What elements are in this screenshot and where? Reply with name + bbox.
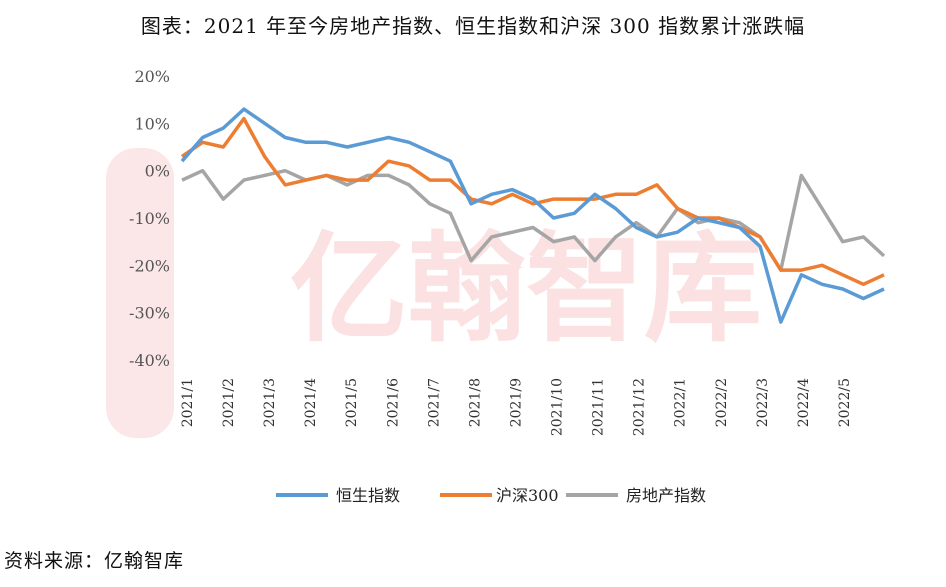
x-tick-label: 2022/3 (755, 378, 771, 427)
y-tick-label: -40% (129, 351, 170, 370)
legend-label-0: 恒生指数 (336, 486, 400, 505)
x-tick-label: 2021/4 (303, 378, 319, 427)
x-tick-label: 2022/1 (673, 378, 689, 427)
x-tick-label: 2021/9 (508, 378, 524, 427)
x-tick-label: 2021/8 (467, 378, 483, 427)
x-tick-label: 2021/1 (180, 378, 196, 427)
y-tick-label: 20% (134, 67, 170, 86)
x-tick-label: 2021/3 (262, 378, 278, 427)
y-tick-label: -20% (129, 256, 170, 275)
x-tick-label: 2022/4 (796, 378, 812, 427)
x-tick-label: 2021/12 (632, 378, 648, 436)
legend-label-2: 房地产指数 (626, 486, 706, 505)
y-tick-label: -10% (129, 209, 170, 228)
x-tick-label: 2021/2 (221, 378, 237, 427)
watermark-text: 亿翰智库 (290, 220, 762, 358)
x-tick-label: 2021/5 (344, 378, 360, 427)
x-tick-label: 2021/11 (591, 378, 607, 436)
x-tick-label: 2021/7 (426, 378, 442, 427)
source-note: 资料来源：亿翰智库 (4, 550, 185, 572)
y-tick-label: 10% (134, 114, 170, 133)
x-tick-label: 2021/10 (550, 378, 566, 436)
watermark: 亿翰智库 (106, 148, 762, 438)
x-tick-label: 2021/6 (385, 378, 401, 427)
y-tick-label: -30% (129, 304, 170, 323)
series-line-0 (180, 107, 885, 324)
x-axis: 2021/1 2021/2 2021/3 2021/4 2021/5 2021/6 2021… (180, 378, 853, 436)
series-line-1 (181, 116, 885, 287)
y-axis: 20% 10% 0% -10% -20% -30% -40% (129, 67, 170, 370)
legend: 恒生指数 沪深300 房地产指数 (276, 486, 706, 505)
x-tick-label: 2022/5 (837, 378, 853, 427)
x-tick-label: 2022/2 (714, 378, 730, 427)
series-lines (180, 107, 886, 324)
watermark-logo-block (106, 148, 174, 438)
y-tick-label: 0% (145, 162, 170, 181)
legend-label-1: 沪深300 (496, 486, 559, 505)
chart-title: 图表：2021 年至今房地产指数、恒生指数和沪深 300 指数累计涨跌幅 (140, 14, 806, 38)
